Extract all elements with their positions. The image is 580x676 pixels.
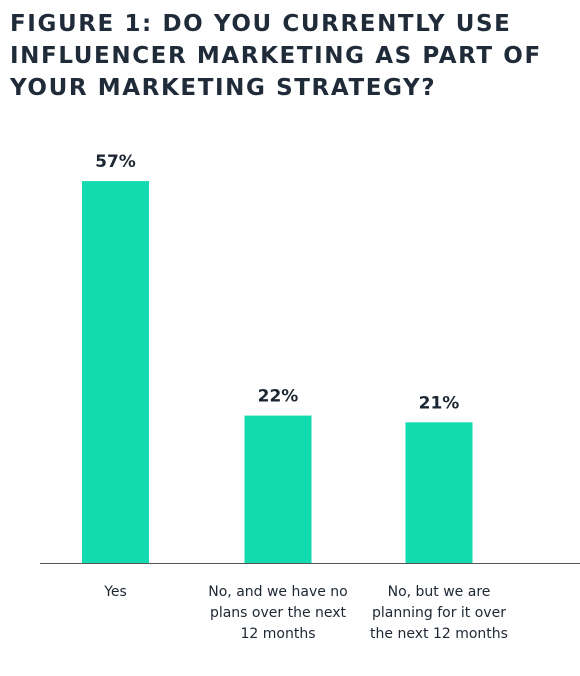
bar <box>244 415 312 563</box>
bar <box>82 181 149 563</box>
value-label: 22% <box>258 387 299 407</box>
x-tick-label: No, and we have no plans over the next 1… <box>208 584 348 642</box>
value-label: 57% <box>95 152 136 172</box>
bar <box>405 422 473 563</box>
x-tick-label: No, but we are planning for it over the … <box>370 584 508 642</box>
value-label: 21% <box>419 393 460 413</box>
x-tick-label: Yes <box>104 584 127 600</box>
chart-title: FIGURE 1: DO YOU CURRENTLY USE INFLUENCE… <box>10 11 542 101</box>
